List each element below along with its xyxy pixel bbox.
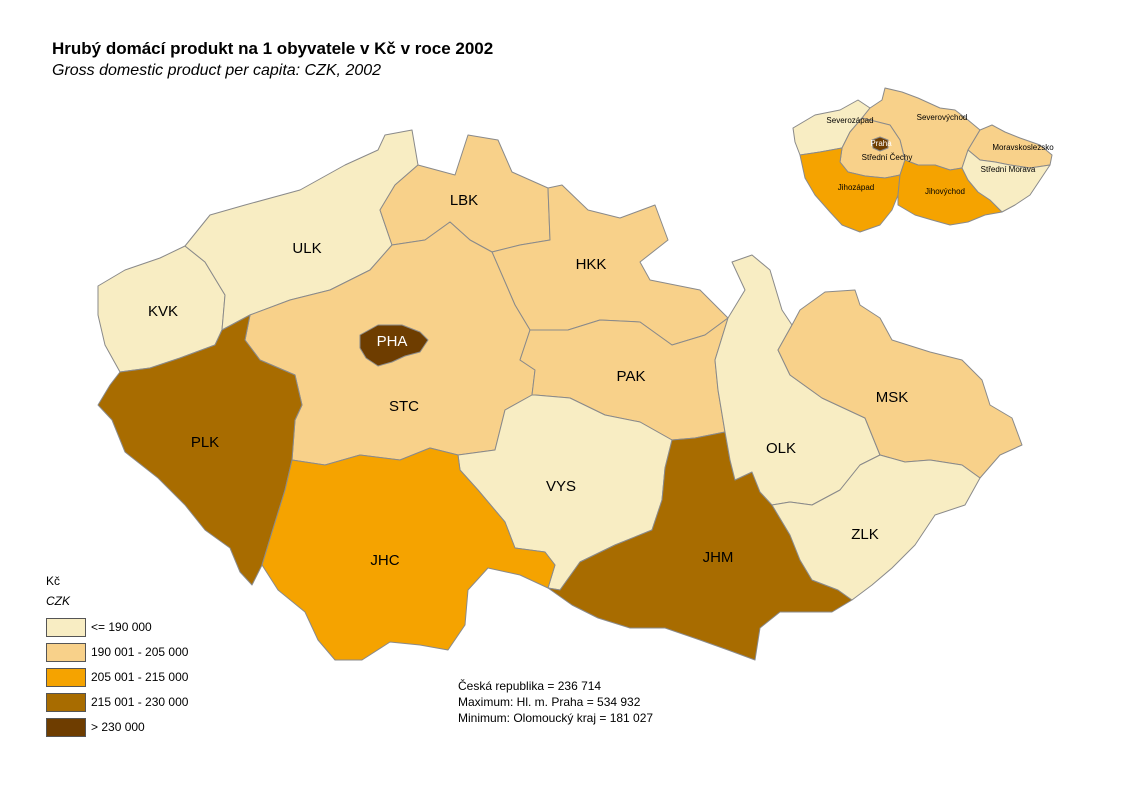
label-kvk: KVK — [148, 303, 178, 320]
legend-label: 205 001 - 215 000 — [91, 670, 189, 684]
legend-label: 190 001 - 205 000 — [91, 645, 189, 659]
inset-region-stredni-morava — [961, 149, 1051, 213]
summary-stats: Česká republika = 236 714 Maximum: Hl. m… — [458, 678, 653, 726]
label-olk: OLK — [766, 440, 796, 457]
map-subtitle: Gross domestic product per capita: CZK, … — [52, 62, 382, 79]
legend-label: > 230 000 — [91, 720, 145, 734]
legend-label: <= 190 000 — [91, 620, 152, 634]
inset-label-jihovychod: Jihovýchod — [925, 187, 965, 196]
label-jhc: JHC — [370, 552, 399, 569]
stat-minimum: Minimum: Olomoucký kraj = 181 027 — [458, 711, 654, 725]
label-plk: PLK — [191, 434, 219, 451]
label-stc: STC — [389, 398, 419, 415]
legend-label: 215 001 - 230 000 — [91, 695, 189, 709]
legend-heading: Kč — [46, 574, 61, 588]
label-jhm: JHM — [703, 549, 734, 566]
label-pha: PHA — [377, 333, 408, 350]
inset-label-severozapad: Severozápad — [826, 116, 873, 125]
label-hkk: HKK — [576, 256, 607, 273]
label-pak: PAK — [617, 368, 646, 385]
label-vys: VYS — [546, 478, 576, 495]
inset-label-stredni-morava: Střední Morava — [981, 165, 1036, 174]
inset-label-moravskoslezsko: Moravskoslezsko — [992, 143, 1054, 152]
inset-region-praha — [871, 136, 889, 152]
stat-maximum: Maximum: Hl. m. Praha = 534 932 — [458, 695, 641, 709]
legend-swatch — [46, 693, 86, 712]
legend-swatch — [46, 618, 86, 637]
inset-map: Severozápad Severovýchod Praha Střední Č… — [792, 87, 1054, 233]
inset-label-stredni-cechy: Střední Čechy — [862, 153, 913, 162]
legend-swatch — [46, 643, 86, 662]
legend-swatch — [46, 668, 86, 687]
inset-label-jihozapad: Jihozápad — [838, 183, 874, 192]
region-msk — [777, 289, 1023, 479]
inset-label-severovychod: Severovýchod — [917, 113, 968, 122]
label-zlk: ZLK — [851, 526, 879, 543]
region-jhc — [261, 447, 556, 661]
region-pha — [359, 324, 429, 367]
stat-republic: Česká republika = 236 714 — [458, 679, 602, 693]
label-msk: MSK — [876, 389, 909, 406]
region-zlk — [771, 454, 981, 601]
legend-swatch — [46, 718, 86, 737]
map-title: Hrubý domácí produkt na 1 obyvatele v Kč… — [52, 39, 494, 58]
legend-heading-en: CZK — [46, 594, 70, 608]
label-lbk: LBK — [450, 192, 478, 209]
legend: Kč CZK <= 190 000 190 001 - 205 000 205 … — [46, 574, 188, 737]
label-ulk: ULK — [292, 240, 321, 257]
inset-label-praha: Praha — [870, 139, 892, 148]
